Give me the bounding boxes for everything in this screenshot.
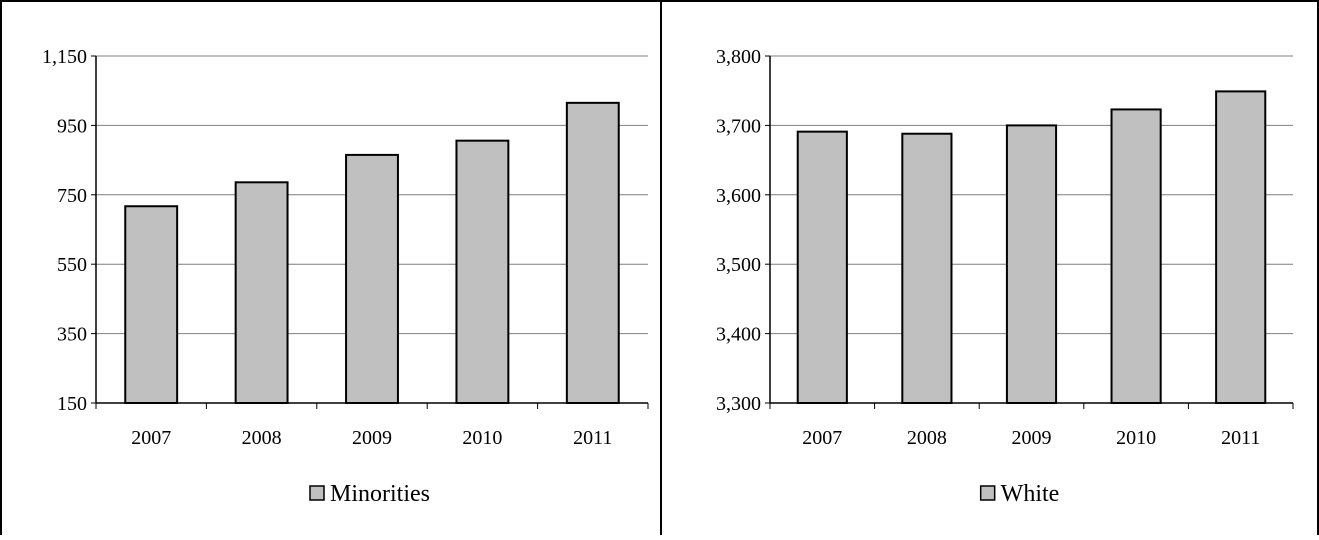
y-tick-label: 950 xyxy=(57,115,87,137)
y-tick-label: 550 xyxy=(57,254,87,276)
y-tick-label: 3,300 xyxy=(716,393,761,415)
legend-swatch xyxy=(979,485,996,501)
y-tick-label: 3,700 xyxy=(716,115,761,137)
x-tick-label: 2009 xyxy=(352,427,392,449)
bar-2007 xyxy=(124,205,179,404)
bar-2009 xyxy=(1005,124,1058,405)
y-tick-label: 350 xyxy=(57,324,87,346)
bar-2011 xyxy=(1215,90,1267,404)
x-tick-label: 2011 xyxy=(573,427,612,449)
bar-2010 xyxy=(455,139,510,404)
chart-white: 3,300 3,400 3,500 3,600 3,700 3,800 2007 2008 20… xyxy=(716,46,1294,507)
y-tick-label: 1,150 xyxy=(42,46,87,68)
legend-label: White xyxy=(1001,481,1060,507)
y-tick-label: 3,800 xyxy=(716,46,761,68)
bar-2010 xyxy=(1110,108,1162,405)
y-tick-label: 150 xyxy=(57,393,87,415)
legend-label: Minorities xyxy=(330,481,430,507)
y-tick-label: 3,500 xyxy=(716,254,761,276)
x-tick-label: 2008 xyxy=(242,427,282,449)
x-tick-label: 2008 xyxy=(907,427,947,449)
y-tick-label: 750 xyxy=(57,185,87,207)
x-tick-label: 2007 xyxy=(131,427,171,449)
y-tick-label: 3,400 xyxy=(716,324,761,346)
bar-2011 xyxy=(565,101,620,404)
x-tick-label: 2009 xyxy=(1012,427,1052,449)
bar-2007 xyxy=(796,130,848,404)
bar-2008 xyxy=(901,132,953,404)
legend-swatch xyxy=(309,485,325,501)
x-tick-label: 2007 xyxy=(802,427,842,449)
y-tick-label: 3,600 xyxy=(716,185,761,207)
chart-minorities: 150 350 550 750 950 1,150 2007 2008 2009 2010 2011… xyxy=(42,46,649,507)
x-tick-label: 2010 xyxy=(462,427,502,449)
bar-2008 xyxy=(234,181,289,404)
x-tick-label: 2010 xyxy=(1116,427,1156,449)
x-tick-label: 2011 xyxy=(1221,427,1260,449)
bar-2009 xyxy=(345,153,399,404)
